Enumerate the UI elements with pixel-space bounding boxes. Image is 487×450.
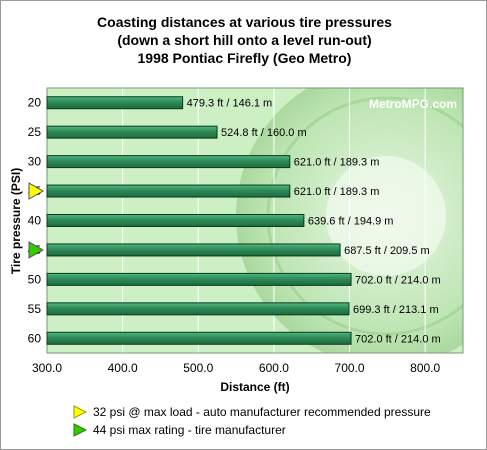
y-tick-labels: 202530354045505560 — [28, 96, 42, 346]
x-tick-label: 800.0 — [410, 361, 440, 375]
bar — [46, 155, 291, 169]
data-label: 621.0 ft / 189.3 m — [294, 157, 380, 169]
y-axis-title: Tire pressure (PSI) — [9, 168, 23, 275]
x-tick-label: 300.0 — [32, 361, 62, 375]
bars — [46, 96, 352, 345]
bar — [46, 331, 352, 345]
data-label: 524.8 ft / 160.0 m — [221, 127, 307, 139]
y-tick-label: 50 — [28, 272, 42, 286]
legend-item-recommended: 32 psi @ max load - auto manufacturer re… — [73, 404, 431, 420]
y-tick-label: 40 — [28, 214, 42, 228]
markers — [28, 182, 45, 259]
y-tick-label: 20 — [28, 96, 42, 110]
green-triangle-icon — [73, 423, 87, 437]
watermark-text: MetroMPG.com — [369, 97, 457, 111]
x-tick-label: 400.0 — [108, 361, 138, 375]
pressure-marker — [28, 182, 45, 200]
data-label: 702.0 ft / 214.0 m — [355, 274, 441, 286]
legend-label-recommended: 32 psi @ max load - auto manufacturer re… — [93, 405, 431, 419]
bar — [46, 125, 218, 139]
bar — [46, 184, 291, 198]
x-tick-label: 600.0 — [259, 361, 289, 375]
x-axis-title: Distance (ft) — [220, 380, 289, 394]
bar — [46, 214, 305, 227]
data-labels: 479.3 ft / 146.1 m 524.8 ft / 160.0 m 621.… — [187, 98, 441, 346]
y-tick-label: 30 — [28, 155, 42, 169]
data-label: 699.3 ft / 213.1 m — [353, 304, 439, 316]
data-label: 687.5 ft / 209.5 m — [344, 245, 430, 257]
data-label: 621.0 ft / 189.3 m — [294, 186, 380, 198]
chart-title-line-1: Coasting distances at various tire press… — [97, 14, 392, 30]
chart-title-line-2: (down a short hill onto a level run-out) — [117, 32, 372, 48]
legend-label-max-rating: 44 psi max rating - tire manufacturer — [93, 423, 286, 437]
pressure-marker — [28, 241, 45, 259]
yellow-triangle-icon — [73, 405, 87, 419]
data-label: 639.6 ft / 194.9 m — [308, 216, 394, 228]
bar — [46, 243, 341, 257]
chart-title-line-3: 1998 Pontiac Firefly (Geo Metro) — [137, 50, 352, 66]
bar — [46, 96, 184, 110]
x-tick-label: 700.0 — [335, 361, 365, 375]
bar — [46, 272, 352, 286]
y-tick-label: 60 — [28, 331, 42, 345]
bar — [46, 302, 350, 316]
y-tick-label: 25 — [28, 125, 42, 139]
y-tick-label: 55 — [28, 302, 42, 316]
legend-item-max-rating: 44 psi max rating - tire manufacturer — [73, 422, 286, 438]
data-label: 479.3 ft / 146.1 m — [187, 98, 273, 110]
x-tick-labels: 300.0 400.0 500.0 600.0 700.0 800.0 — [32, 361, 441, 375]
data-label: 702.0 ft / 214.0 m — [355, 333, 441, 345]
x-tick-label: 500.0 — [183, 361, 213, 375]
